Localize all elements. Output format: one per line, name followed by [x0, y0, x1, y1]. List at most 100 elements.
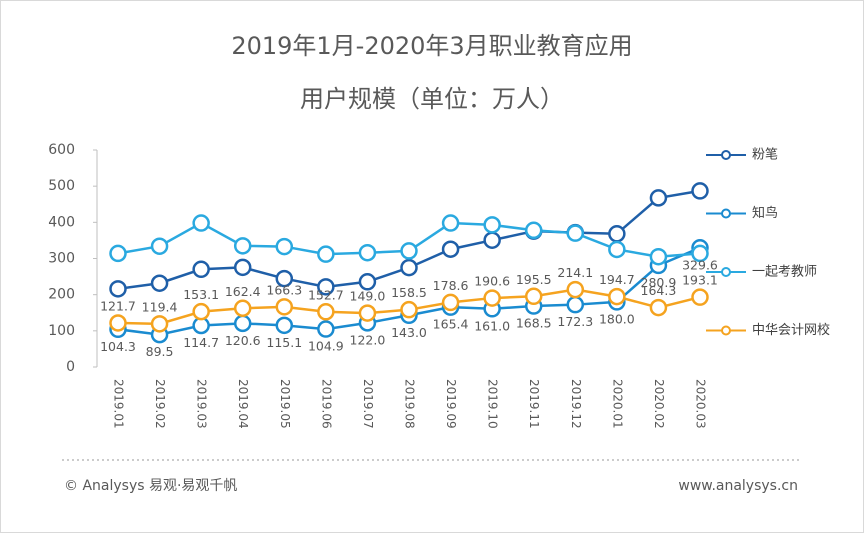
- data-point: [109, 244, 127, 263]
- data-point: [649, 189, 668, 207]
- data-label: 120.6: [225, 333, 261, 348]
- x-tick-label: 2020.02: [652, 379, 666, 429]
- data-label: 165.4: [433, 317, 469, 332]
- data-point: [317, 303, 335, 321]
- data-point: [192, 214, 210, 232]
- data-point: [233, 314, 252, 333]
- data-label: 89.5: [146, 344, 174, 359]
- chart-title: 2019年1月-2020年3月职业教育应用: [231, 32, 632, 60]
- data-label: 172.3: [557, 314, 593, 329]
- data-point: [192, 260, 210, 279]
- data-label: 178.6: [433, 278, 469, 293]
- x-tick-label: 2020.03: [694, 379, 708, 429]
- data-label: 161.0: [474, 318, 510, 333]
- data-point: [192, 302, 210, 321]
- x-tick-label: 2020.01: [610, 379, 624, 429]
- x-tick-label: 2019.02: [153, 379, 167, 429]
- x-tick-label: 2019.01: [112, 379, 126, 429]
- data-label: 119.4: [142, 299, 178, 314]
- y-tick-label: 300: [48, 251, 75, 267]
- data-point: [358, 273, 377, 291]
- x-tick-label: 2019.11: [527, 379, 541, 429]
- data-point: [608, 225, 626, 243]
- data-point: [441, 293, 460, 312]
- x-tick-label: 2019.12: [569, 379, 583, 429]
- data-point: [566, 224, 585, 242]
- y-tick-label: 0: [66, 359, 75, 375]
- data-point: [400, 300, 418, 319]
- data-point: [483, 216, 501, 234]
- data-label: 121.7: [100, 298, 136, 313]
- legend-label: 一起考教师: [752, 264, 817, 280]
- legend-marker: [721, 267, 731, 277]
- data-point: [150, 315, 169, 333]
- data-point: [691, 288, 709, 306]
- data-point: [275, 269, 294, 288]
- data-point: [483, 231, 501, 249]
- data-point: [233, 258, 252, 277]
- data-point: [566, 280, 585, 299]
- data-label: 164.3: [641, 283, 677, 298]
- data-point: [649, 298, 668, 317]
- data-label: 114.7: [183, 335, 219, 350]
- data-point: [524, 287, 543, 306]
- data-point: [524, 221, 543, 240]
- legend-marker: [721, 208, 731, 219]
- data-label: 194.7: [599, 272, 635, 287]
- y-tick-label: 600: [48, 142, 75, 158]
- legend-marker: [721, 150, 731, 160]
- data-point: [400, 258, 418, 277]
- data-point: [317, 245, 335, 263]
- data-label: 104.3: [100, 339, 136, 354]
- data-point: [109, 314, 127, 332]
- data-point: [150, 237, 169, 255]
- data-point: [441, 214, 460, 232]
- data-label: 329.6: [682, 257, 718, 272]
- data-label: 190.6: [474, 274, 510, 289]
- y-tick-label: 400: [48, 214, 75, 230]
- data-label: 195.5: [516, 272, 552, 287]
- data-point: [150, 274, 169, 292]
- y-tick-label: 100: [48, 323, 75, 339]
- data-point: [691, 244, 709, 263]
- data-point: [109, 280, 127, 298]
- data-point: [317, 320, 335, 338]
- data-label: 168.5: [516, 316, 552, 331]
- footer-right: www.analysys.cn: [678, 478, 798, 494]
- y-tick-label: 500: [48, 178, 75, 194]
- data-label: 149.0: [350, 289, 386, 304]
- data-point: [649, 247, 668, 266]
- legend-label: 知鸟: [752, 205, 778, 221]
- legend-label: 粉笔: [752, 147, 778, 163]
- data-point: [317, 278, 335, 296]
- data-point: [691, 182, 709, 200]
- data-label: 153.1: [183, 287, 219, 302]
- data-label: 143.0: [391, 325, 427, 340]
- data-point: [233, 237, 252, 255]
- x-tick-label: 2019.03: [195, 379, 209, 429]
- data-label: 214.1: [557, 265, 593, 280]
- x-tick-label: 2019.09: [444, 379, 458, 429]
- x-tick-label: 2019.10: [486, 379, 500, 429]
- data-point: [608, 287, 626, 306]
- x-tick-label: 2019.08: [403, 379, 417, 429]
- data-label: 115.1: [266, 335, 302, 350]
- footer-left: © Analysys 易观·易观千帆: [64, 478, 237, 494]
- data-label: 162.4: [225, 284, 261, 299]
- data-point: [400, 242, 418, 260]
- data-point: [358, 243, 377, 262]
- data-point: [608, 240, 626, 259]
- data-label: 193.1: [682, 273, 718, 288]
- legend-label: 中华会计网校: [752, 322, 830, 338]
- data-point: [275, 316, 294, 335]
- data-label: 122.0: [350, 332, 386, 347]
- data-point: [233, 299, 252, 318]
- data-point: [358, 304, 377, 322]
- x-tick-label: 2019.05: [278, 379, 292, 429]
- data-point: [275, 237, 294, 256]
- x-tick-label: 2019.07: [361, 379, 375, 429]
- chart-subtitle: 用户规模（单位：万人）: [300, 85, 564, 113]
- data-label: 180.0: [599, 311, 635, 326]
